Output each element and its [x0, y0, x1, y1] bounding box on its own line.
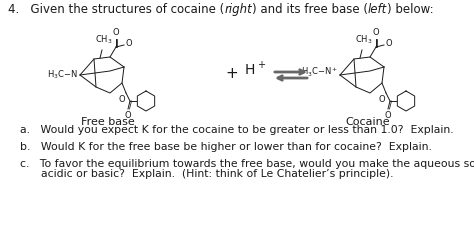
Text: H$_3$C$-$N$^+$: H$_3$C$-$N$^+$	[301, 65, 338, 79]
Text: H: H	[245, 63, 255, 77]
Text: Free base: Free base	[81, 117, 135, 127]
Text: ) and its free base (: ) and its free base (	[252, 3, 368, 16]
Text: O: O	[125, 111, 131, 120]
Text: +: +	[257, 60, 265, 70]
Text: O: O	[385, 111, 392, 120]
Text: O: O	[378, 95, 385, 104]
Text: O: O	[113, 28, 119, 37]
Text: CH$_3$: CH$_3$	[355, 34, 373, 46]
Text: b.   Would K for the free base be higher or lower than for cocaine?  Explain.: b. Would K for the free base be higher o…	[20, 142, 432, 152]
Text: O: O	[386, 40, 392, 49]
Text: Cocaine: Cocaine	[346, 117, 390, 127]
Text: O: O	[118, 95, 125, 104]
Text: a.   Would you expect K for the cocaine to be greater or less than 1.0?  Explain: a. Would you expect K for the cocaine to…	[20, 125, 454, 135]
Text: O: O	[126, 40, 133, 49]
Text: +: +	[226, 65, 238, 81]
Text: 4.   Given the structures of cocaine (: 4. Given the structures of cocaine (	[8, 3, 224, 16]
Text: CH$_3$: CH$_3$	[95, 34, 113, 46]
Text: ) below:: ) below:	[387, 3, 434, 16]
Text: H$_3$C$-$N: H$_3$C$-$N	[47, 69, 78, 81]
Text: acidic or basic?  Explain.  (Hint: think of Le Chatelier’s principle).: acidic or basic? Explain. (Hint: think o…	[20, 169, 393, 179]
Text: right: right	[224, 3, 252, 16]
Text: c.   To favor the equilibrium towards the free base, would you make the aqueous : c. To favor the equilibrium towards the …	[20, 159, 474, 169]
Text: O: O	[373, 28, 379, 37]
Text: left: left	[368, 3, 387, 16]
